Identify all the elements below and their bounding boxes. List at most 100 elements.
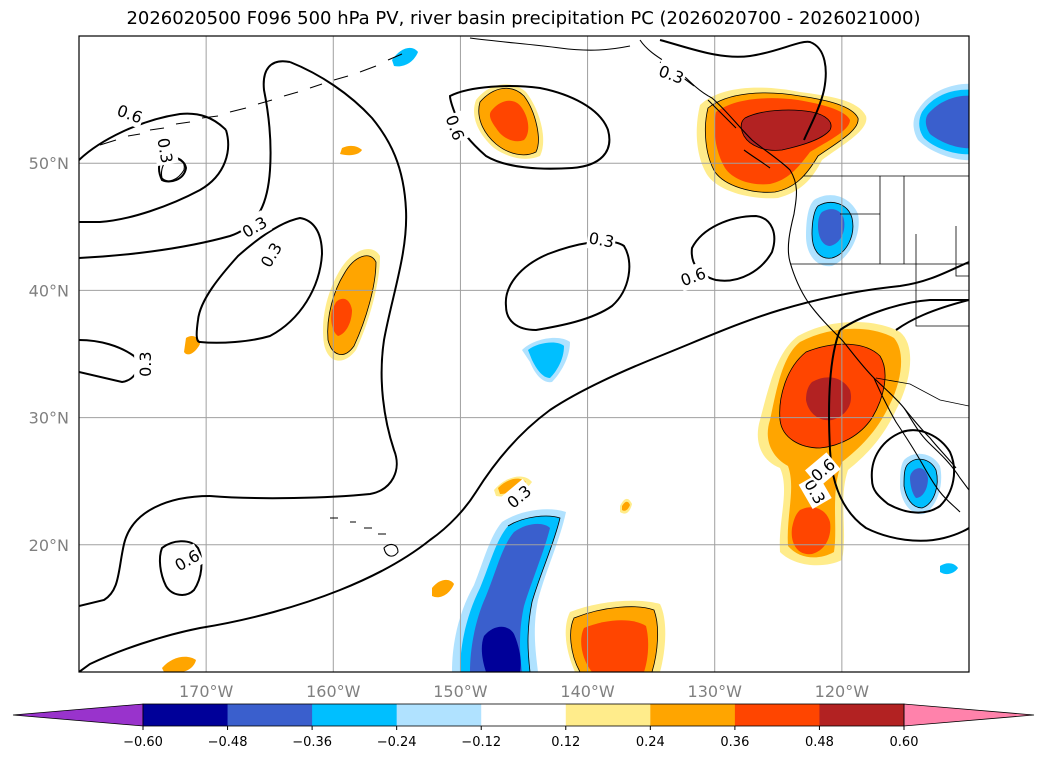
precip-anomaly-fields [162,47,969,672]
contour-label: 0.3 [257,239,286,271]
colorbar-tick-label: 0.60 [890,735,919,750]
coast-baja-gulf [903,407,957,469]
anomaly-neg-central-cyan [528,342,564,378]
border-states-2 [915,226,969,327]
colorbar-extend-low [12,703,144,727]
colorbar-extend-high [903,703,1035,727]
contour-label: 0.3 [239,213,271,242]
border-us-mexico [875,377,969,407]
anomaly-small-2 [184,336,200,355]
lon-tick-label: 140°W [560,682,615,701]
anomaly-neg-or-blue [818,209,845,246]
colorbar-segment [143,704,229,726]
contour-label-bg [134,350,157,379]
anomaly-pnw-darkred [741,110,832,151]
lon-tick-label: 130°W [688,682,743,701]
contour-labels: 0.60.30.60.30.3 0.30.60.30.30.30.60.30.6 [112,59,841,577]
map-frame [78,35,970,673]
contour-label-bg [152,134,179,167]
contour-2 [79,129,230,223]
anomaly-small-6b [622,501,630,511]
colorbar-tick-label: 0.24 [636,735,665,750]
contour-10 [504,240,631,332]
colorbar-segment [396,704,482,726]
colorbar-segment [734,704,820,726]
outline-neg-baja [903,458,938,509]
contour-label-bg [440,110,471,145]
outline-baja [779,343,886,449]
contour-label-bg [585,226,618,253]
lat-tick-label: 50°N [29,154,69,173]
contour-14 [839,299,969,331]
contour-4 [209,61,408,500]
colorbar-border [142,703,905,727]
contour-label-bg [654,59,689,90]
outline-tongue [507,515,561,672]
lon-tick-label: 170°W [179,682,234,701]
colorbar-tick-label: −0.24 [377,735,417,750]
contour-label-bg [236,210,273,244]
lon-tick-label: 160°W [306,682,361,701]
colorbar-tick-label: −0.60 [123,735,163,750]
contour-label-bg [798,473,832,510]
coast-alaska [469,37,631,51]
lon-tick-label: 150°W [433,682,488,701]
anomaly-small-4 [432,579,454,598]
anomaly-baja-red2 [791,507,831,555]
coast-aleutians [99,53,403,146]
gridlines [79,36,969,672]
contour-label-bg [112,98,147,129]
contour-7 [195,216,324,344]
outline-or [811,202,854,259]
outline-se [570,606,659,672]
anomaly-cp-red [331,298,352,336]
contour-label: 0.3 [136,351,155,376]
colorbar-tick-label: 0.12 [551,735,580,750]
contour-label-bg [254,237,288,273]
colorbar-tick-label: 0.48 [805,735,834,750]
colorbar-segment [227,704,313,726]
colorbar-tick-label: −0.48 [208,735,248,750]
colorbar-segment [565,704,651,726]
contour-6 [79,339,139,384]
contour-label: 0.3 [587,228,615,251]
lat-tick-label: 40°N [29,281,69,300]
colorbar-tick-label: −0.12 [461,735,501,750]
anomaly-small-1 [340,145,362,156]
contour-5 [79,495,211,607]
colorbar-tick-label: −0.36 [292,735,332,750]
colorbar: −0.60 −0.48 −0.36 −0.24 −0.12 0.12 0.24 0.36 0.4… [12,703,1035,750]
colorbar-tick-label: 0.36 [720,735,749,750]
outline-cp [327,255,377,355]
contour-18 [895,299,969,331]
contour-label-bg [169,543,205,577]
outline-pnw-dark [740,109,832,151]
contour-16 [870,429,956,514]
pv-contours [79,39,969,672]
border-states-1 [790,176,969,265]
contour-13 [659,39,827,141]
contour-12 [79,261,969,672]
lat-tick-label: 30°N [29,409,69,428]
contour-label-bg [804,452,841,488]
anomaly-neg-small-2 [940,563,958,575]
anomaly-neg-tongue-navy [481,626,521,672]
colorbar-segment [819,704,905,726]
latitude-labels: 50°N 40°N 30°N 20°N [29,154,69,555]
anomaly-neg-ne-blue [925,95,969,149]
contour-17 [158,540,203,596]
contour-label-bg [676,261,711,292]
anomaly-small-5 [162,656,196,672]
anomaly-neg-small-1 [392,47,418,67]
lon-tick-label: 120°W [815,682,870,701]
longitude-labels: 170°W 160°W 150°W 140°W 130°W 120°W [179,682,869,701]
anomaly-outlines [327,88,938,672]
colorbar-segment [481,704,567,726]
outline-goa [478,88,539,156]
colorbar-segment [650,704,736,726]
contour-label: 0.3 [153,136,176,164]
anomaly-se-red [581,620,649,672]
contour-3 [79,60,291,259]
colorbar-segment [312,704,398,726]
